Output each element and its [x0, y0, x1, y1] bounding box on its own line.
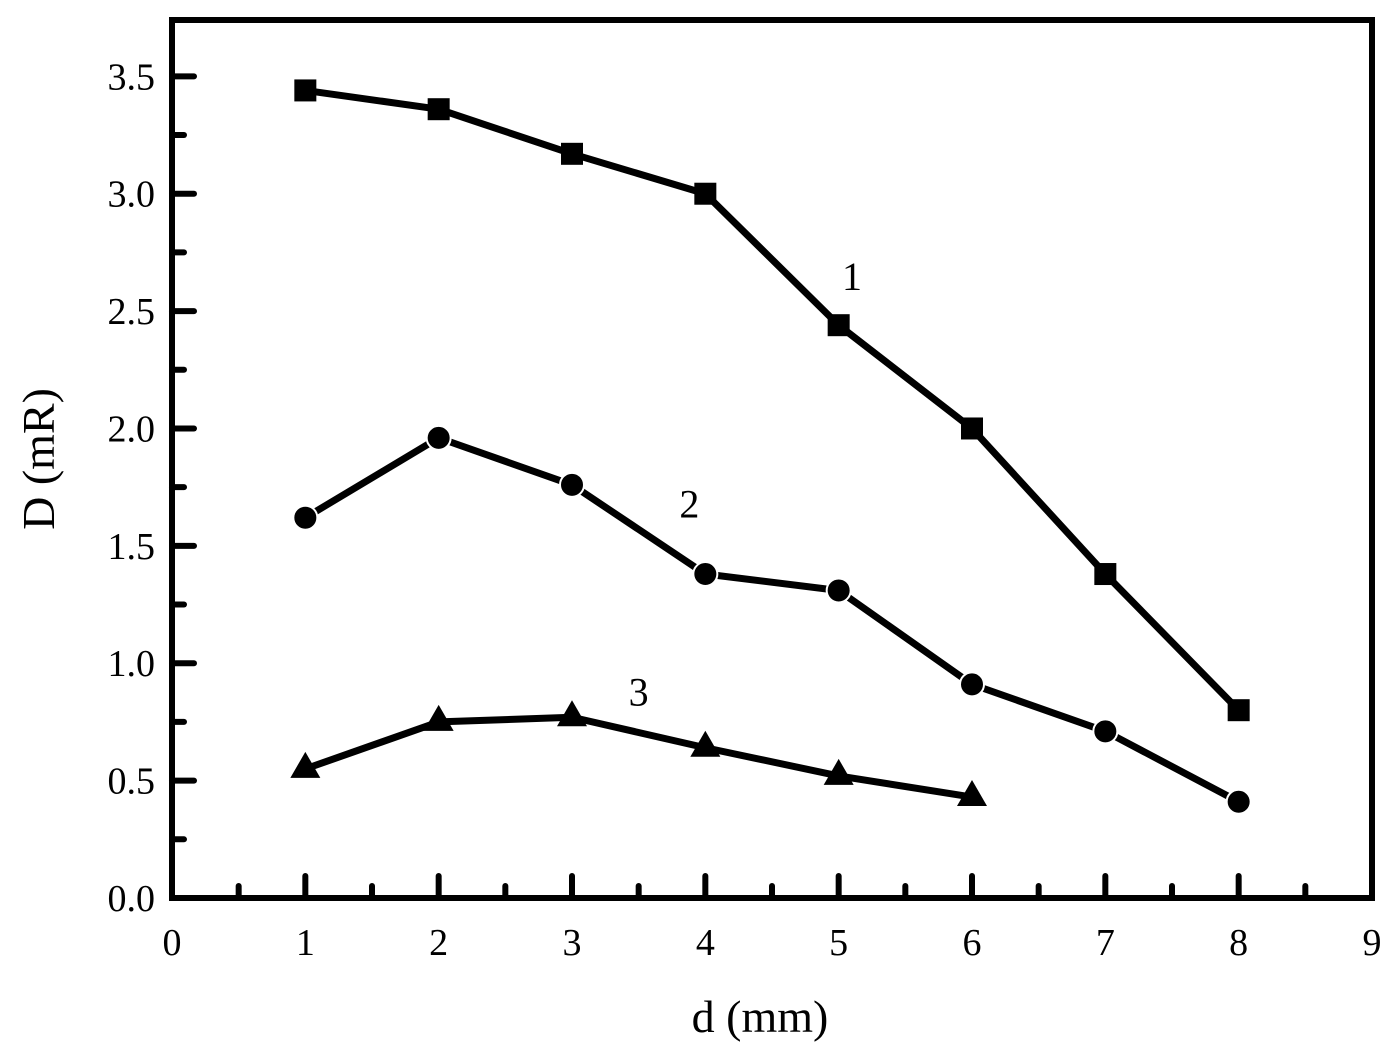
series-line	[304, 713, 973, 801]
circle-marker	[959, 671, 985, 698]
circle-marker	[825, 577, 852, 604]
series-line	[304, 86, 1242, 713]
circle-marker	[1225, 788, 1252, 815]
x-tick-label: 9	[1363, 922, 1382, 964]
x-tick-label: 7	[1096, 922, 1115, 964]
circle-marker	[292, 504, 319, 531]
square-marker	[827, 314, 850, 337]
data-series	[290, 79, 1252, 815]
x-tick-label: 8	[1229, 922, 1248, 964]
y-tick-label: 1.5	[108, 526, 156, 568]
circle-marker	[425, 424, 452, 451]
square-marker	[1227, 699, 1250, 722]
series-label-2: 2	[679, 482, 699, 527]
circle-marker	[1092, 718, 1119, 745]
plot-frame	[169, 17, 1375, 901]
triangle-marker	[423, 704, 454, 731]
square-marker	[961, 417, 983, 440]
series-label-3: 3	[629, 669, 649, 714]
square-marker	[294, 79, 317, 102]
triangle-marker	[557, 700, 587, 727]
y-tick-label: 0.0	[108, 878, 156, 920]
series-line	[303, 434, 1241, 805]
y-tick-label: 0.5	[108, 761, 156, 803]
x-axis-title: d (mm)	[692, 991, 829, 1042]
circle-marker	[559, 471, 585, 498]
triangle-marker	[957, 780, 987, 807]
triangle-marker	[290, 751, 321, 778]
y-tick-label: 1.0	[108, 643, 156, 685]
square-marker	[427, 98, 450, 121]
x-tick-label: 2	[429, 922, 448, 964]
x-tick-label: 1	[296, 922, 315, 964]
square-marker	[1094, 563, 1117, 586]
triangle-marker	[690, 730, 721, 757]
x-tick-label: 5	[829, 922, 848, 964]
x-tick-labels: 0 1 2 3 4 5 6 7 8 9	[163, 922, 1382, 964]
x-tick-label: 6	[963, 922, 982, 964]
y-tick-labels: 0.0 0.5 1.0 1.5 2.0 2.5 3.0 3.5	[108, 56, 156, 920]
series-2	[292, 424, 1252, 815]
y-axis-title: D (mR)	[13, 388, 64, 530]
triangle-marker	[823, 758, 854, 785]
x-tick-label: 4	[696, 922, 715, 964]
square-marker	[561, 142, 583, 165]
x-tick-label: 3	[563, 922, 582, 964]
y-tick-label: 2.5	[108, 291, 156, 333]
y-tick-label: 3.0	[108, 174, 156, 216]
circle-marker	[692, 561, 719, 588]
y-tick-label: 2.0	[108, 408, 156, 450]
series-labels: 1 2 3	[629, 254, 862, 715]
x-tick-label: 0	[163, 922, 182, 964]
series-3	[290, 700, 987, 807]
series-1	[294, 79, 1250, 722]
series-label-1: 1	[842, 254, 862, 299]
y-tick-label: 3.5	[108, 56, 156, 98]
axis-ticks	[169, 73, 1309, 901]
square-marker	[694, 182, 717, 205]
